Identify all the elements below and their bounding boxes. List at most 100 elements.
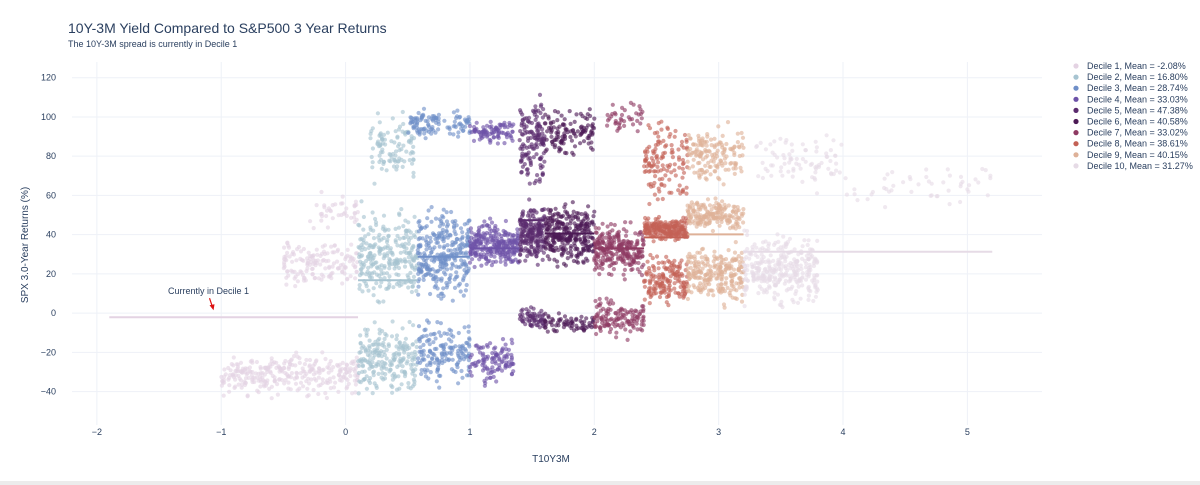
data-point bbox=[773, 240, 778, 245]
data-point bbox=[578, 111, 583, 116]
data-point bbox=[411, 124, 416, 129]
data-point bbox=[510, 129, 515, 134]
data-point bbox=[644, 231, 650, 236]
data-point bbox=[814, 273, 819, 278]
data-point bbox=[558, 317, 563, 322]
data-point bbox=[354, 355, 359, 360]
data-point bbox=[436, 293, 441, 298]
data-point bbox=[268, 370, 273, 375]
data-point bbox=[335, 259, 340, 264]
data-point bbox=[284, 275, 289, 280]
data-point bbox=[419, 335, 424, 340]
data-point bbox=[339, 252, 344, 257]
data-point bbox=[605, 323, 610, 328]
data-point bbox=[397, 141, 402, 147]
data-point bbox=[726, 167, 731, 172]
data-point bbox=[353, 382, 358, 387]
data-point bbox=[287, 254, 292, 259]
data-point bbox=[331, 375, 336, 380]
data-point bbox=[531, 306, 536, 311]
data-point bbox=[320, 258, 325, 263]
data-point bbox=[521, 209, 526, 214]
data-point bbox=[482, 219, 487, 224]
data-point bbox=[425, 271, 430, 276]
data-point bbox=[284, 282, 289, 287]
data-point bbox=[320, 380, 325, 386]
data-point bbox=[406, 220, 411, 225]
data-point bbox=[384, 356, 389, 361]
data-point bbox=[490, 365, 495, 370]
data-point bbox=[449, 339, 454, 344]
data-point bbox=[435, 236, 440, 241]
data-point bbox=[496, 131, 501, 137]
data-point bbox=[492, 368, 497, 374]
data-point bbox=[518, 236, 524, 241]
data-point bbox=[369, 154, 374, 160]
data-point bbox=[642, 224, 648, 229]
data-point bbox=[909, 189, 914, 194]
data-point bbox=[555, 118, 560, 123]
data-point bbox=[549, 320, 554, 325]
data-point bbox=[607, 232, 612, 237]
data-point bbox=[657, 277, 662, 282]
data-point bbox=[359, 199, 364, 204]
data-point bbox=[518, 108, 523, 113]
data-point bbox=[245, 393, 250, 398]
data-point bbox=[345, 277, 350, 282]
data-point bbox=[387, 158, 392, 163]
data-point bbox=[229, 362, 234, 367]
data-point bbox=[705, 132, 710, 137]
data-point bbox=[772, 297, 777, 302]
data-point bbox=[457, 281, 462, 286]
data-point bbox=[426, 376, 431, 381]
data-point bbox=[427, 267, 432, 272]
data-point bbox=[386, 234, 391, 239]
data-point bbox=[307, 369, 312, 374]
data-point bbox=[628, 220, 633, 225]
data-point bbox=[742, 228, 747, 233]
data-point bbox=[683, 291, 688, 296]
data-point bbox=[725, 285, 730, 290]
data-point bbox=[589, 130, 594, 135]
data-point bbox=[517, 259, 522, 264]
data-point bbox=[626, 240, 631, 245]
data-point bbox=[412, 214, 417, 219]
data-point bbox=[407, 345, 412, 351]
data-point bbox=[382, 252, 387, 257]
data-point bbox=[411, 174, 416, 179]
data-point bbox=[494, 379, 499, 384]
data-point bbox=[631, 318, 637, 324]
data-point bbox=[315, 258, 320, 263]
data-point bbox=[331, 365, 336, 370]
data-point bbox=[656, 266, 661, 271]
data-point bbox=[672, 162, 677, 167]
data-point bbox=[489, 228, 494, 233]
data-point bbox=[327, 362, 332, 367]
data-point bbox=[605, 318, 610, 323]
data-point bbox=[378, 284, 383, 289]
data-point bbox=[310, 266, 315, 271]
data-point bbox=[625, 337, 630, 342]
data-point bbox=[613, 121, 618, 126]
data-point bbox=[449, 266, 454, 271]
data-point bbox=[828, 158, 833, 164]
data-point bbox=[382, 336, 387, 342]
data-point bbox=[436, 127, 441, 132]
data-point bbox=[298, 249, 304, 254]
data-point bbox=[445, 243, 450, 248]
data-point bbox=[404, 250, 409, 256]
data-point bbox=[500, 337, 506, 342]
data-point bbox=[472, 128, 477, 133]
data-point bbox=[426, 354, 431, 359]
data-point bbox=[645, 259, 650, 264]
data-point bbox=[424, 128, 429, 133]
data-point bbox=[328, 208, 333, 213]
data-point bbox=[297, 360, 302, 365]
data-point bbox=[519, 232, 524, 237]
data-point bbox=[227, 383, 232, 388]
data-point bbox=[622, 119, 627, 124]
data-point bbox=[412, 382, 417, 387]
data-point bbox=[673, 128, 678, 134]
data-point bbox=[814, 289, 819, 294]
data-point bbox=[424, 247, 429, 252]
